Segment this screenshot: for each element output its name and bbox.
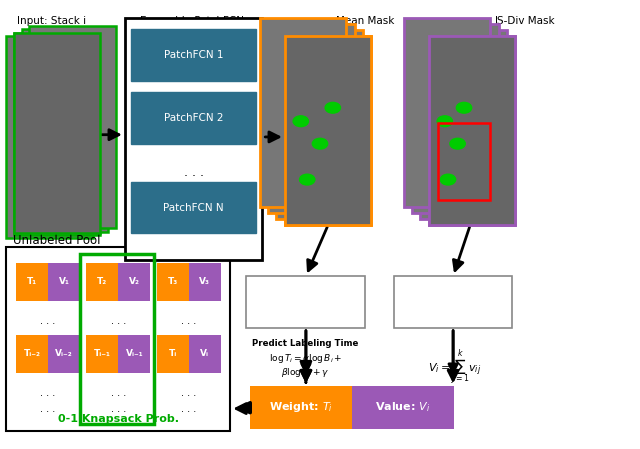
FancyBboxPatch shape	[157, 335, 189, 373]
Text: PatchFCN N: PatchFCN N	[163, 203, 224, 213]
Bar	[404, 18, 490, 207]
Text: Tᵢ₋₁: Tᵢ₋₁	[94, 349, 111, 358]
Bar	[276, 30, 363, 219]
FancyBboxPatch shape	[16, 263, 48, 301]
Bar	[29, 26, 116, 228]
Bar	[420, 30, 507, 219]
Text: 0-1 Knapsack Prob.: 0-1 Knapsack Prob.	[58, 414, 179, 424]
Circle shape	[293, 116, 308, 127]
Text: Unlabeled Pool: Unlabeled Pool	[13, 234, 100, 247]
Text: Sum B. Length (Bᵢ): Sum B. Length (Bᵢ)	[258, 290, 353, 299]
FancyBboxPatch shape	[16, 335, 48, 373]
Circle shape	[450, 138, 465, 149]
Bar	[268, 24, 355, 213]
Bar	[22, 30, 108, 232]
Circle shape	[440, 174, 456, 185]
Text: . . .: . . .	[40, 388, 56, 398]
Text: . . .: . . .	[40, 404, 56, 414]
Circle shape	[300, 174, 315, 185]
Text: JS-Div Mask: JS-Div Mask	[495, 16, 555, 26]
Text: Ensemble PatchFCN: Ensemble PatchFCN	[140, 16, 244, 26]
FancyBboxPatch shape	[189, 263, 221, 301]
Text: and # of CC (Nᵢ): and # of CC (Nᵢ)	[266, 308, 346, 317]
FancyBboxPatch shape	[118, 335, 150, 373]
Text: Value: $V_i$: Value: $V_i$	[376, 401, 431, 414]
Text: Tᵢ₋₂: Tᵢ₋₂	[24, 349, 40, 358]
FancyBboxPatch shape	[352, 386, 454, 429]
Text: . . .: . . .	[111, 388, 126, 398]
Text: $V_i = \sum_{j=1}^{k} v_{ij}$: $V_i = \sum_{j=1}^{k} v_{ij}$	[428, 348, 481, 388]
Bar	[412, 24, 499, 213]
Text: $\beta \log N_i + \gamma$: $\beta \log N_i + \gamma$	[281, 366, 330, 379]
Bar	[285, 36, 371, 224]
FancyBboxPatch shape	[125, 18, 262, 260]
Circle shape	[437, 116, 452, 127]
Text: PatchFCN 1: PatchFCN 1	[164, 50, 223, 60]
Text: T₁: T₁	[27, 277, 37, 286]
Text: . . .: . . .	[111, 404, 126, 414]
Bar	[14, 33, 100, 235]
Circle shape	[456, 102, 472, 113]
Text: PatchFCN 2: PatchFCN 2	[164, 113, 223, 123]
Text: V₁: V₁	[59, 277, 69, 286]
FancyBboxPatch shape	[189, 335, 221, 373]
FancyBboxPatch shape	[157, 263, 189, 301]
FancyBboxPatch shape	[86, 263, 118, 301]
Text: Mean Mask: Mean Mask	[335, 16, 394, 26]
Bar	[438, 123, 490, 200]
Text: $\log T_i = \alpha \log B_i +$: $\log T_i = \alpha \log B_i +$	[269, 352, 342, 365]
FancyBboxPatch shape	[86, 335, 118, 373]
Bar	[14, 33, 100, 233]
Text: Input: Stack i: Input: Stack i	[17, 16, 86, 26]
Text: . . .: . . .	[184, 167, 204, 179]
Text: uncertainty: uncertainty	[423, 308, 483, 317]
Circle shape	[312, 138, 328, 149]
FancyBboxPatch shape	[131, 182, 256, 233]
FancyBboxPatch shape	[131, 92, 256, 144]
Bar	[429, 36, 515, 224]
FancyBboxPatch shape	[118, 263, 150, 301]
Text: V₃: V₃	[199, 277, 211, 286]
FancyBboxPatch shape	[246, 276, 365, 328]
FancyBboxPatch shape	[6, 247, 230, 431]
FancyBboxPatch shape	[48, 335, 80, 373]
Text: T₂: T₂	[97, 277, 108, 286]
FancyBboxPatch shape	[250, 386, 352, 429]
Bar	[6, 36, 93, 238]
FancyBboxPatch shape	[48, 263, 80, 301]
Text: Vᵢ₋₂: Vᵢ₋₂	[55, 349, 73, 358]
Text: T₃: T₃	[168, 277, 178, 286]
Bar	[260, 18, 346, 207]
FancyBboxPatch shape	[131, 29, 256, 81]
Text: . . .: . . .	[181, 388, 196, 398]
Text: Sum top-K patch: Sum top-K patch	[410, 290, 495, 299]
Text: Predict Labeling Time: Predict Labeling Time	[252, 339, 358, 348]
Bar	[80, 254, 154, 424]
Text: . . .: . . .	[40, 316, 56, 326]
Text: Vᵢ: Vᵢ	[200, 349, 209, 358]
Bar	[285, 36, 371, 224]
FancyBboxPatch shape	[394, 276, 512, 328]
Circle shape	[325, 102, 340, 113]
Text: Vᵢ₋₁: Vᵢ₋₁	[125, 349, 143, 358]
Text: . . .: . . .	[181, 404, 196, 414]
Text: . . .: . . .	[181, 316, 196, 326]
Text: Tᵢ: Tᵢ	[169, 349, 177, 358]
Bar	[429, 36, 515, 224]
Text: Weight: $T_i$: Weight: $T_i$	[269, 401, 333, 414]
Text: V₂: V₂	[129, 277, 140, 286]
Text: . . .: . . .	[111, 316, 126, 326]
